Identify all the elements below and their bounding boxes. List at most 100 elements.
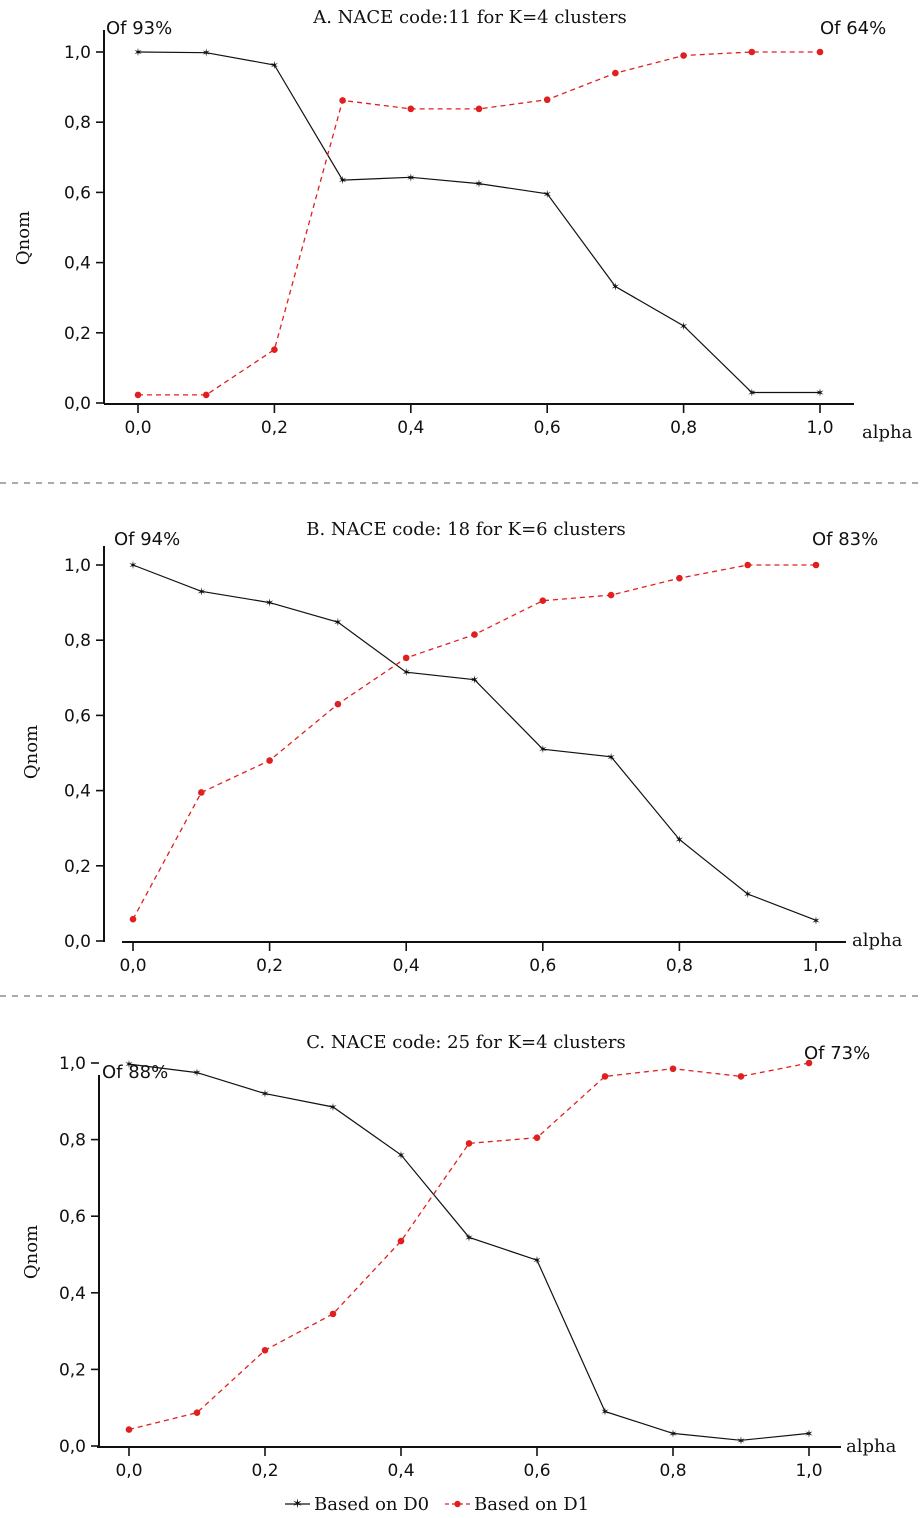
y-tick-label: 0,4 (64, 782, 91, 802)
y-tick-label: 0,8 (64, 631, 91, 651)
panel-c-ylabel: Qnom (21, 1225, 42, 1279)
series-d1-point (397, 1237, 405, 1245)
series-d1-point (533, 1134, 541, 1141)
legend: ✶ Based on D0 Based on D1 (285, 1494, 589, 1515)
series-d0-point: ✶ (328, 1101, 337, 1114)
legend-d0-marker: ✶ (292, 1497, 303, 1512)
panel-b-corner-left: Of 94% (114, 529, 180, 550)
y-tick-label: 1,0 (59, 1054, 86, 1074)
series-d0-point: ✶ (532, 1254, 541, 1267)
series-d0-line (128, 1063, 810, 1441)
y-tick-label: 1,0 (64, 43, 91, 63)
y-tick-label: 0,2 (59, 1360, 86, 1380)
x-tick-label: 0,4 (387, 1461, 414, 1481)
series-d0-point: ✶ (396, 1149, 405, 1162)
series-d0-point: ✶ (538, 743, 547, 756)
y-tick-label: 0,8 (59, 1131, 86, 1151)
series-d0-point: ✶ (543, 188, 552, 201)
series-d1-point (676, 574, 683, 582)
panel-a-title: A. NACE code:11 for K=4 clusters (312, 7, 627, 28)
series-d0-point: ✶ (338, 174, 347, 187)
series-d1-point (612, 69, 619, 77)
series-d1-point (680, 52, 687, 59)
series-d0-point: ✶ (197, 585, 206, 598)
y-tick-label: 1,0 (64, 556, 91, 576)
series-d1-point (744, 561, 751, 569)
series-d1-point (329, 1310, 337, 1318)
x-tick-label: 0,6 (534, 418, 561, 438)
series-d1-point (271, 346, 278, 353)
series-d1-point (669, 1065, 677, 1073)
series-d1-point (601, 1073, 609, 1080)
series-d0-point: ✶ (675, 833, 684, 846)
panel-a-corner-left: Of 93% (106, 18, 172, 39)
panel-c-title: C. NACE code: 25 for K=4 clusters (306, 1032, 625, 1053)
series-d1-point (748, 48, 756, 56)
panel-c-xlabel: alpha (846, 1436, 897, 1457)
series-d0-point: ✶ (747, 386, 756, 399)
panel-a-ylabel: Qnom (13, 211, 34, 265)
y-tick-label: 0,2 (64, 324, 91, 344)
series-d0-point: ✶ (192, 1067, 201, 1080)
series-d0-point: ✶ (668, 1427, 677, 1440)
legend-d0-label: Based on D0 (314, 1494, 429, 1515)
x-tick-label: 0,4 (393, 956, 420, 976)
x-tick-label: 0,4 (397, 418, 424, 438)
series-d0-point: ✶ (265, 597, 274, 610)
x-tick-label: 0,0 (115, 1461, 142, 1481)
series-d0-point: ✶ (606, 751, 615, 764)
series-d0-point: ✶ (804, 1427, 813, 1440)
y-tick-label: 0,8 (64, 113, 91, 133)
series-d0-point: ✶ (333, 616, 342, 629)
series-d1-point (407, 105, 415, 113)
series-d1-point (805, 1059, 813, 1067)
x-tick-label: 0,6 (523, 1461, 550, 1481)
series-d0-point: ✶ (128, 559, 137, 572)
panel-b-ylabel: Qnom (21, 725, 42, 779)
panel-b-xlabel: alpha (852, 930, 903, 951)
panel-a-corner-right: Of 64% (820, 18, 886, 39)
series-d1-point (471, 631, 478, 638)
y-tick-label: 0,6 (64, 706, 91, 726)
panel-a-xlabel: alpha (862, 422, 913, 443)
y-tick-label: 0,4 (64, 254, 91, 274)
x-tick-label: 1,0 (802, 956, 829, 976)
panel-b: B. NACE code: 18 for K=6 clusters Of 94%… (21, 519, 903, 976)
panel-a: A. NACE code:11 for K=4 clusters Of 93% … (13, 7, 913, 443)
series-d0-point: ✶ (406, 171, 415, 184)
x-tick-label: 0,0 (119, 956, 146, 976)
legend-d1-label: Based on D1 (474, 1494, 589, 1515)
legend-d1-marker (454, 1500, 461, 1508)
x-tick-label: 0,2 (261, 418, 288, 438)
series-d1-point (543, 96, 551, 104)
series-d1-point (125, 1426, 133, 1433)
series-d1-point (607, 591, 615, 599)
series-d1-point (475, 105, 483, 113)
series-d1-point (737, 1073, 745, 1080)
series-d1-point (339, 97, 346, 104)
series-d0-point: ✶ (270, 59, 279, 72)
series-d1-point (129, 915, 137, 923)
x-tick-label: 0,8 (666, 956, 693, 976)
series-d0-point: ✶ (743, 888, 752, 901)
panel-c: C. NACE code: 25 for K=4 clusters Of 88%… (21, 1032, 897, 1481)
x-tick-label: 0,8 (670, 418, 697, 438)
series-d1-line (128, 1062, 810, 1431)
y-tick-label: 0,6 (59, 1207, 86, 1227)
series-d0-line (132, 564, 817, 921)
series-d1-point (539, 597, 547, 605)
x-tick-label: 0,2 (256, 956, 283, 976)
x-tick-label: 1,0 (806, 418, 833, 438)
y-tick-label: 0,0 (64, 932, 91, 952)
panel-c-corner-right: Of 73% (804, 1043, 870, 1064)
series-d1-point (334, 700, 342, 708)
series-d0-point: ✶ (133, 46, 142, 59)
x-tick-label: 0,0 (124, 418, 151, 438)
x-tick-label: 0,2 (251, 1461, 278, 1481)
series-d0-point: ✶ (402, 666, 411, 679)
series-d0-point: ✶ (736, 1434, 745, 1447)
series-d0-point: ✶ (260, 1088, 269, 1101)
series-d1-point (266, 757, 273, 764)
series-d0-point: ✶ (600, 1406, 609, 1419)
y-tick-label: 0,0 (64, 394, 91, 414)
